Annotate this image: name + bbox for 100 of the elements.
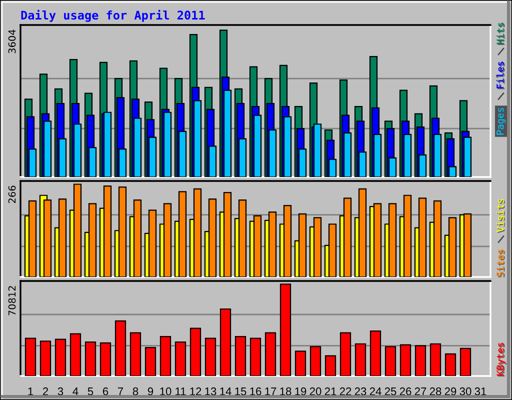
x-tick-label: 23 <box>354 387 366 396</box>
x-tick-label: 27 <box>414 387 426 396</box>
text: Pages <box>496 108 507 136</box>
bar <box>418 198 427 277</box>
x-tick-label: 19 <box>295 387 306 396</box>
bar <box>100 342 112 376</box>
bar <box>190 328 202 376</box>
x-tick-label: 11 <box>176 388 186 396</box>
bar <box>54 338 66 376</box>
bar <box>238 199 247 277</box>
bar <box>84 341 96 376</box>
x-tick-label: 5 <box>88 388 94 396</box>
x-tick-label: 13 <box>205 387 216 396</box>
bar <box>430 343 442 376</box>
x-tick-label: 9 <box>148 387 154 396</box>
bar <box>324 355 336 376</box>
bar <box>204 338 216 376</box>
x-tick-label: 24 <box>370 387 382 396</box>
bar <box>103 186 112 277</box>
bar <box>118 186 127 277</box>
text: Sites <box>496 250 505 278</box>
text: 3604 <box>8 30 16 54</box>
bar <box>130 332 142 376</box>
bar <box>433 200 442 277</box>
x-tick-label: 20 <box>310 387 322 396</box>
x-tick-label: 14 <box>220 388 232 396</box>
x-tick-label: 22 <box>340 387 352 396</box>
bar <box>220 308 232 376</box>
bar <box>448 217 457 277</box>
bar <box>264 332 276 376</box>
x-tick-label: 3 <box>58 387 64 396</box>
bar <box>193 188 202 277</box>
x-tick-label: 4 <box>72 388 78 396</box>
bar <box>460 348 472 376</box>
bar <box>88 203 97 277</box>
bar <box>384 346 396 376</box>
bar <box>298 213 307 277</box>
bar <box>223 192 232 277</box>
bar <box>160 336 172 376</box>
x-tick-label: 7 <box>118 388 124 396</box>
x-tick-label: 16 <box>250 387 262 396</box>
bar <box>144 346 156 376</box>
bar <box>253 215 262 277</box>
x-tick-label: 26 <box>400 387 412 396</box>
x-tick-label: 31 <box>474 387 486 396</box>
x-tick-label: 30 <box>460 387 472 396</box>
text: Files <box>496 62 505 90</box>
x-tick-label: 12 <box>190 387 202 396</box>
bar <box>174 341 186 376</box>
x-tick-label: 8 <box>132 387 138 396</box>
x-tick-label: 29 <box>444 387 456 396</box>
text: Hits <box>496 22 505 45</box>
bar <box>133 199 142 277</box>
bar <box>250 338 262 376</box>
x-tick-label: 25 <box>384 387 396 396</box>
x-tick-label: 21 <box>324 387 336 396</box>
bar <box>283 205 292 277</box>
bar <box>310 346 322 376</box>
bar <box>268 212 277 277</box>
bar <box>234 336 246 376</box>
bar <box>463 213 472 277</box>
x-tick-label: 2 <box>42 387 48 396</box>
bar <box>328 224 337 277</box>
bar <box>403 194 412 277</box>
bar <box>354 343 366 376</box>
text: KBytes <box>496 342 507 376</box>
x-tick-label: 17 <box>265 388 276 396</box>
bar <box>370 330 382 376</box>
x-tick-label: 6 <box>102 387 108 396</box>
text: 266 <box>8 186 16 204</box>
text: 70812 <box>8 286 16 316</box>
bar <box>163 112 172 177</box>
bar <box>148 210 157 277</box>
bar <box>358 188 367 277</box>
x-tick-label: 18 <box>280 387 292 396</box>
bar <box>444 353 456 376</box>
bar <box>58 198 67 277</box>
bar <box>28 200 37 277</box>
bar <box>163 203 172 277</box>
x-tick-label: 1 <box>28 388 34 396</box>
bar <box>178 191 187 277</box>
bar <box>43 199 52 277</box>
bar <box>70 333 82 376</box>
bar <box>114 320 126 376</box>
x-tick-label: 10 <box>160 387 172 396</box>
bar <box>340 332 352 376</box>
x-tick-label: 28 <box>430 387 442 396</box>
bar <box>40 340 52 376</box>
bar <box>294 350 306 376</box>
bar <box>414 345 426 376</box>
bar <box>388 203 397 277</box>
bar <box>208 198 217 277</box>
text: Visits <box>496 199 505 233</box>
bar <box>343 198 352 277</box>
bar <box>373 203 382 277</box>
bar <box>24 338 36 376</box>
bar <box>400 344 412 376</box>
bar <box>313 217 322 277</box>
chart-title: Daily usage for April 2011 <box>21 10 205 22</box>
x-tick-label: 15 <box>235 388 246 396</box>
